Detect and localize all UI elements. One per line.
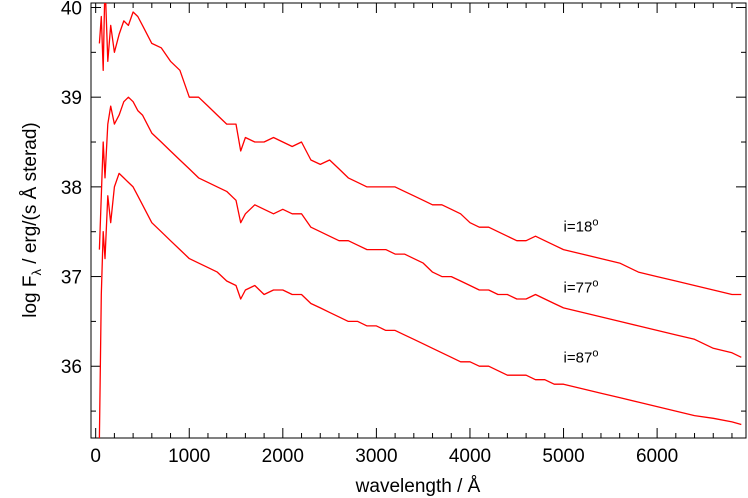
curve-label-2: i=77o (564, 278, 599, 297)
y-axis-title-subscript: λ (29, 269, 44, 276)
curve-label-superscript: o (592, 217, 598, 229)
y-axis-title: log Fλ / erg/(s Å sterad) (20, 122, 44, 318)
plot-area-border (90, 2, 747, 439)
x-tick-label: 4000 (449, 446, 491, 467)
x-tick-label: 0 (90, 446, 101, 467)
curve-label-text: i=18 (564, 219, 593, 236)
curve-label-1: i=18o (564, 217, 599, 236)
x-tick-label: 5000 (542, 446, 584, 467)
y-axis-title-main: log F (20, 276, 41, 318)
curve-label-superscript: o (592, 348, 598, 360)
curve-label-text: i=77 (564, 280, 593, 297)
y-axis-title-unit: / erg/(s Å sterad) (20, 122, 41, 269)
series-line-1 (98, 3, 742, 296)
x-tick-label: 3000 (355, 446, 397, 467)
y-axis-ticks: 36 37 38 39 40 (61, 0, 746, 412)
y-tick-label: 36 (61, 357, 82, 378)
x-axis-ticks: 0 1000 2000 3000 4000 5000 6000 (90, 3, 733, 467)
y-tick-label: 38 (61, 178, 82, 199)
curve-label-3: i=87o (564, 348, 599, 367)
x-tick-label: 2000 (262, 446, 304, 467)
y-tick-label: 39 (61, 88, 82, 109)
curve-label-superscript: o (592, 278, 598, 290)
y-tick-label: 37 (61, 268, 82, 289)
x-tick-label: 1000 (168, 446, 210, 467)
series-line-3 (98, 172, 742, 438)
series-group (98, 3, 742, 438)
x-tick-label: 6000 (636, 446, 678, 467)
plot-frame (90, 2, 747, 439)
x-axis-title: wavelength / Å (355, 476, 481, 497)
y-tick-label: 40 (61, 0, 82, 19)
series-line-2 (98, 96, 742, 358)
curve-label-text: i=87 (564, 350, 593, 367)
